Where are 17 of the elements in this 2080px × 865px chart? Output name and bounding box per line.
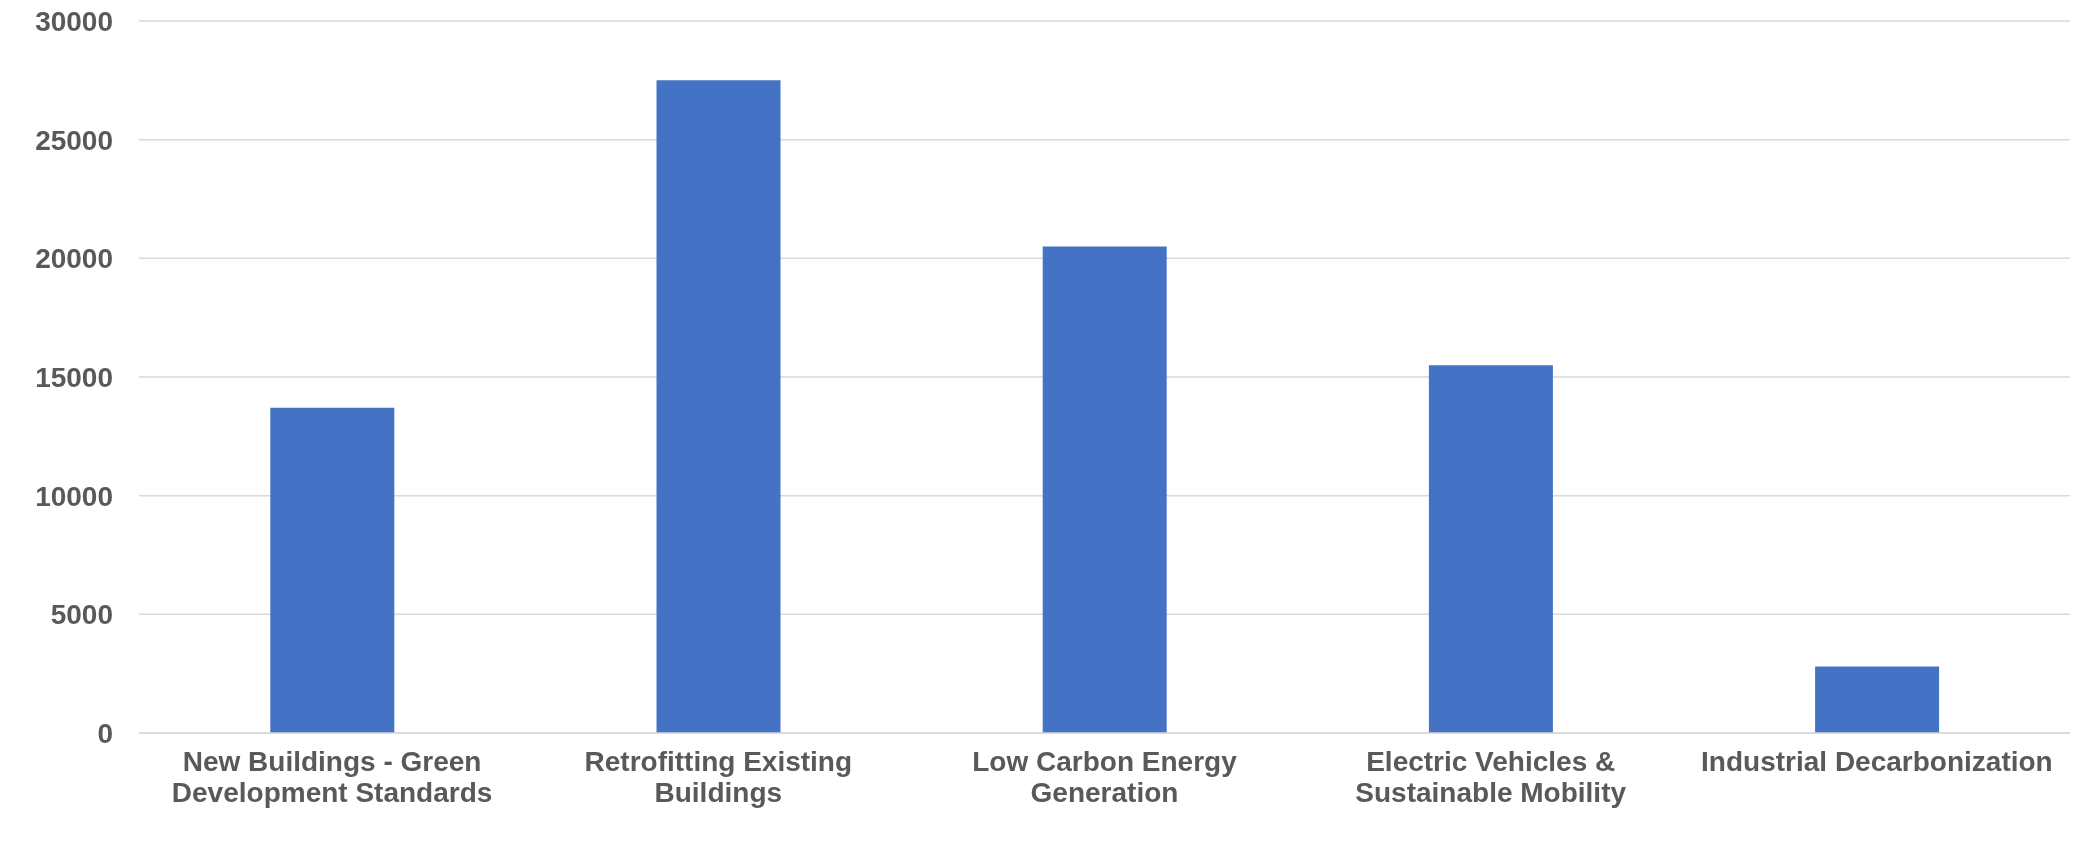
x-tick-label: Retrofitting Existing Buildings: [584, 746, 853, 808]
bar: [656, 80, 781, 733]
y-tick-label: 0: [97, 717, 113, 749]
bar: [1428, 365, 1553, 733]
x-tick-label: New Buildings - Green Development Standards: [171, 746, 493, 808]
y-tick-label: 15000: [35, 361, 113, 393]
y-tick-label: 5000: [50, 599, 113, 631]
x-tick-label: Electric Vehicles & Sustainable Mobility: [1355, 746, 1627, 808]
bar: [1815, 666, 1940, 733]
x-tick-label: Industrial Decarbonization: [1701, 746, 2053, 777]
bar: [270, 407, 395, 733]
bar: [1042, 246, 1167, 733]
y-tick-label: 25000: [35, 124, 113, 156]
y-tick-label: 20000: [35, 243, 113, 275]
y-tick-label: 10000: [35, 480, 113, 512]
x-tick-label: Low Carbon Energy Generation: [972, 746, 1238, 808]
y-tick-label: 30000: [35, 5, 113, 37]
